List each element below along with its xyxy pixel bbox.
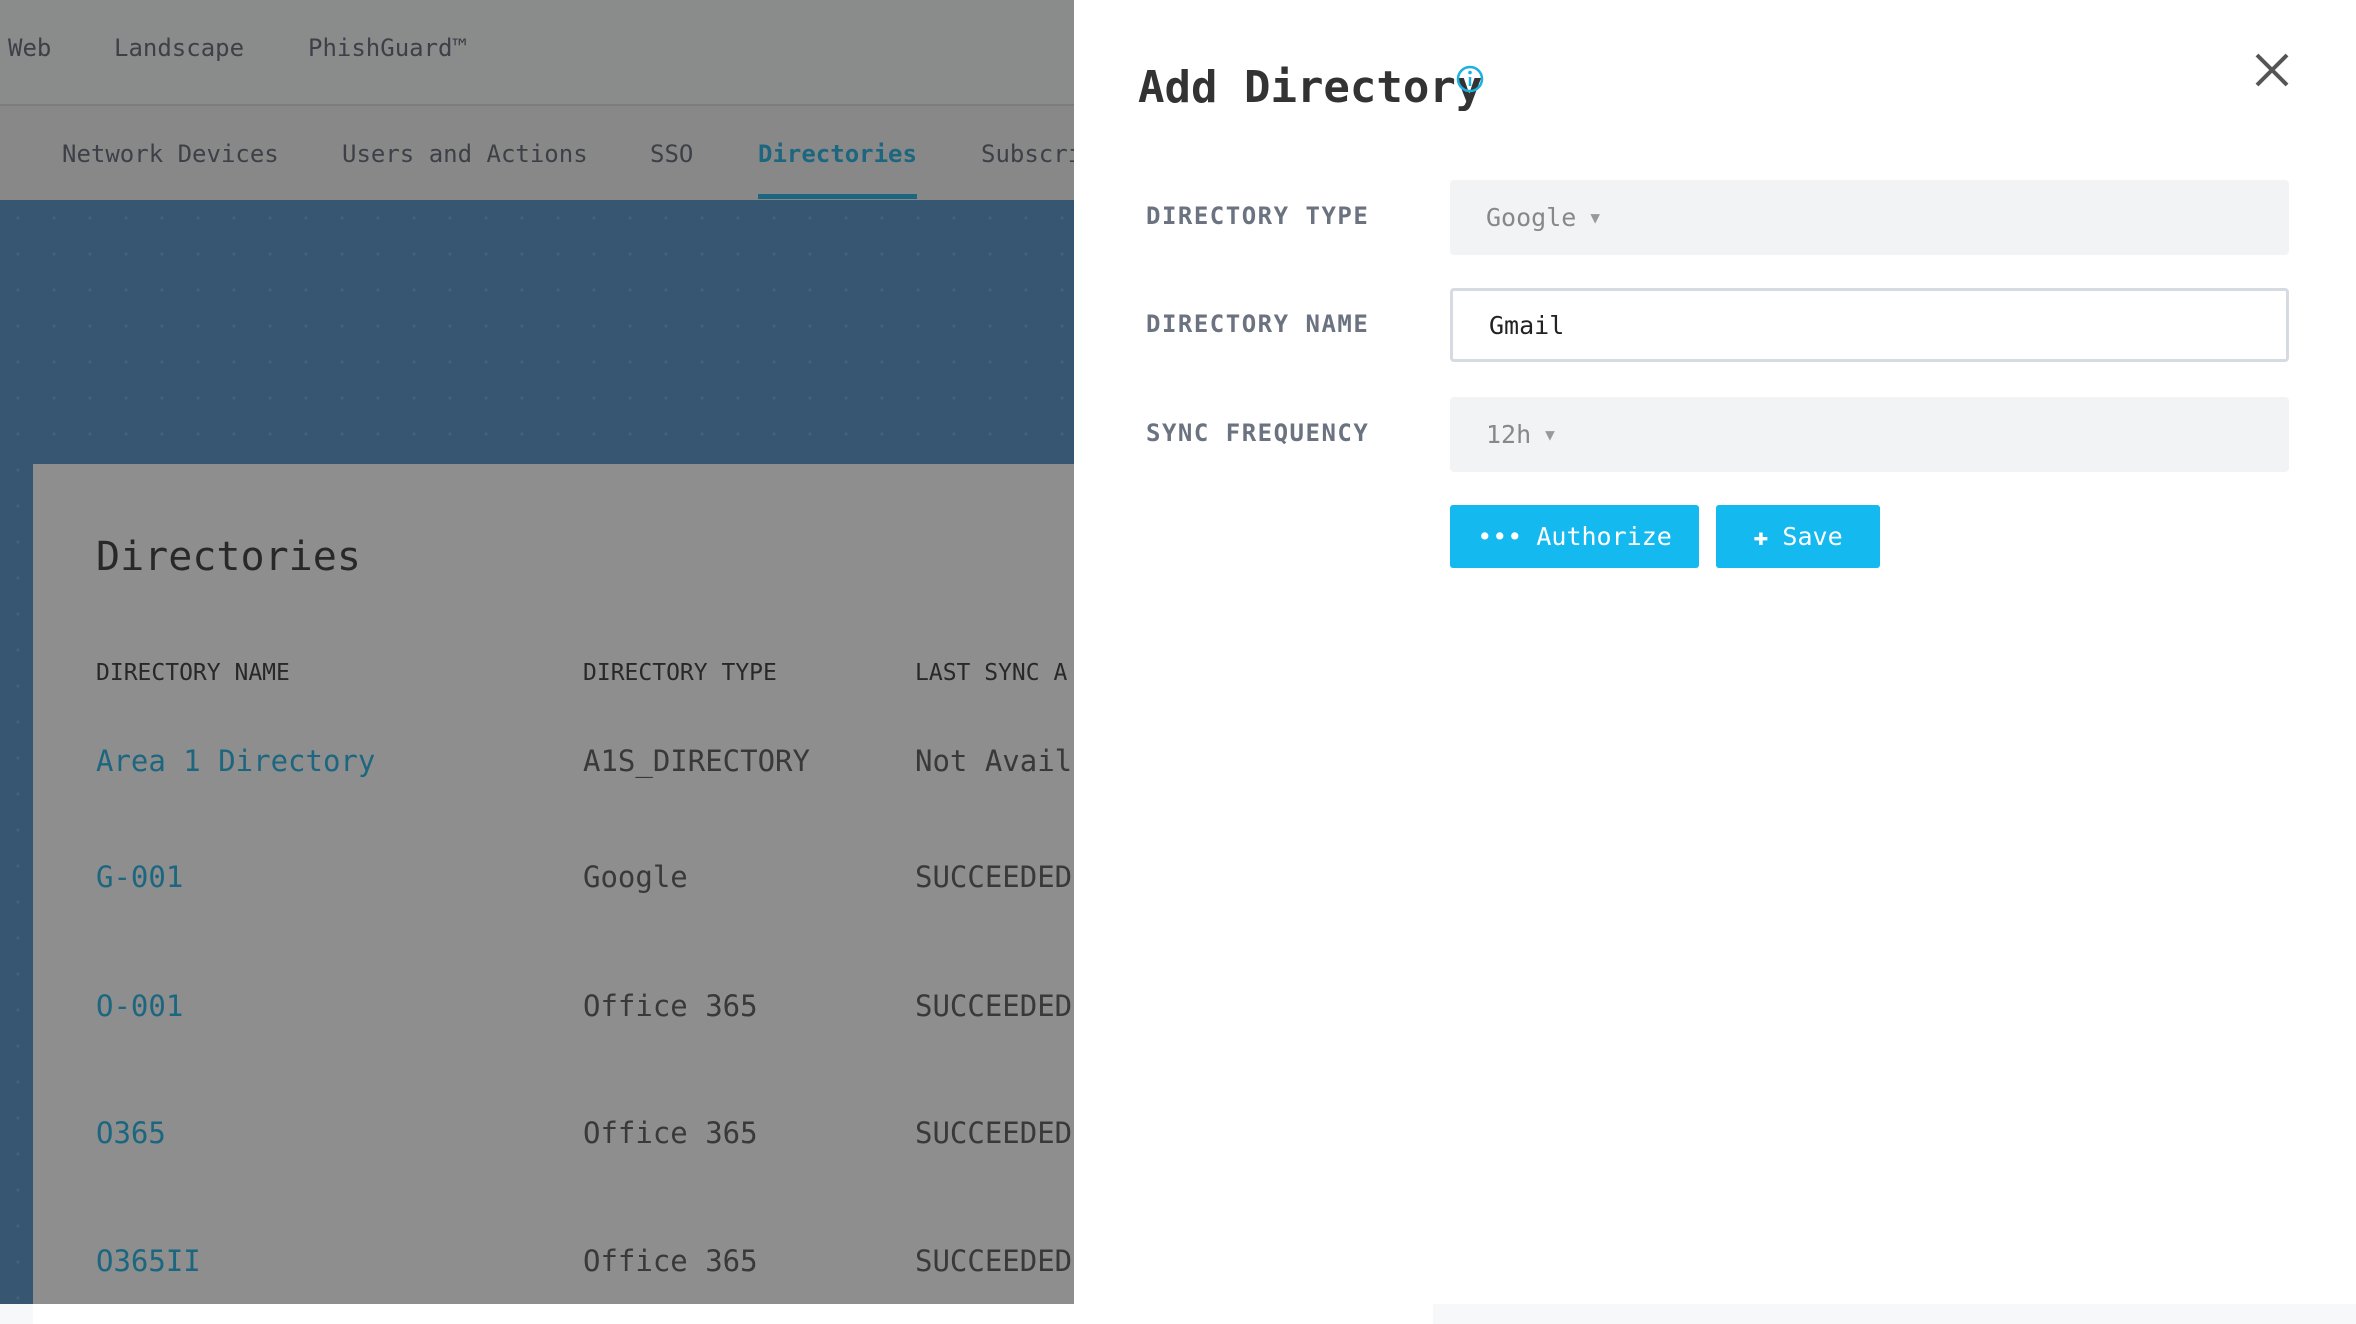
button-icon: •••: [1477, 522, 1523, 551]
button-icon: ✚: [1753, 522, 1769, 551]
dropdown[interactable]: 12h ▼: [1450, 397, 2289, 472]
close-button[interactable]: [2254, 52, 2290, 88]
field-value: Google: [1486, 203, 1577, 232]
caret-icon: ▼: [1545, 425, 1555, 444]
dropdown[interactable]: Google ▼: [1450, 180, 2289, 255]
field-value: Gmail: [1489, 310, 1565, 340]
button-label: Authorize: [1536, 522, 1672, 551]
button[interactable]: ✚ Save: [1716, 505, 1880, 568]
field-label: DIRECTORY TYPE: [1146, 202, 1370, 230]
modal: Add Directory DIRECTORY TYPE Google ▼ DIREC…: [1074, 0, 2356, 1304]
field-value: 12h: [1486, 420, 1532, 449]
button-label: Save: [1782, 522, 1843, 551]
modal-title: Add Directory: [1138, 62, 1483, 113]
field-label: DIRECTORY NAME: [1146, 310, 1370, 338]
button[interactable]: ••• Authorize: [1450, 505, 1699, 568]
caret-icon: ▼: [1590, 208, 1600, 227]
info-icon[interactable]: [1455, 64, 1485, 94]
text-input[interactable]: Gmail: [1450, 288, 2289, 362]
field-label: SYNC FREQUENCY: [1146, 419, 1370, 447]
